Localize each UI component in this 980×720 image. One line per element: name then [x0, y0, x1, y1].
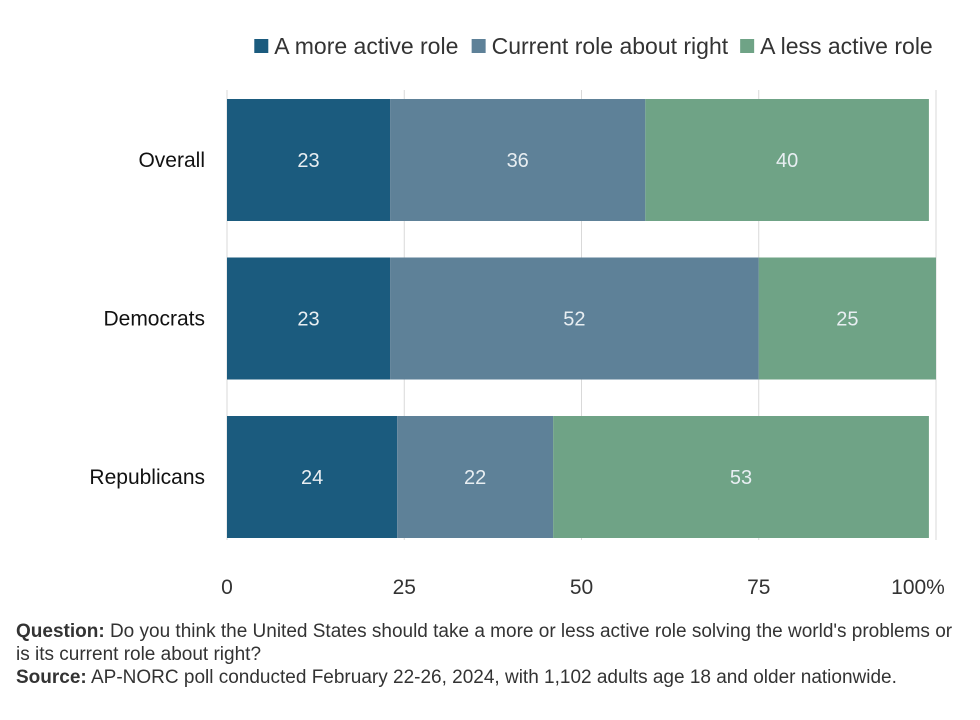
legend-label: A less active role [760, 33, 933, 59]
source-text: AP-NORC poll conducted February 22-26, 2… [90, 667, 897, 688]
legend-label: A more active role [274, 33, 458, 59]
bar-value-label: 23 [297, 309, 319, 331]
question-text: Do you think the United States should ta… [16, 621, 953, 665]
category-label: Democrats [103, 308, 205, 331]
bar-value-label: 24 [301, 467, 323, 489]
bar-value-label: 40 [776, 150, 798, 172]
bar-segment [758, 257, 936, 380]
x-tick-label: 75 [747, 576, 770, 599]
question-label: Question: [16, 621, 105, 642]
legend-swatch [254, 39, 269, 53]
bar-value-label: 22 [464, 467, 486, 489]
bar-value-label: 36 [507, 150, 529, 172]
source-note: Source: AP-NORC poll conducted February … [16, 666, 971, 689]
source-label: Source: [16, 667, 87, 688]
x-tick-label: 50 [570, 576, 593, 599]
x-tick-label: 0 [221, 576, 233, 599]
category-labels: Overall Democrats Republicans [89, 149, 205, 489]
bars: 23 36 40 23 52 25 24 22 53 [227, 99, 936, 538]
bar-segment [227, 416, 398, 538]
legend-label: Current role about right [492, 33, 729, 59]
question-note: Question: Do you think the United States… [16, 620, 971, 666]
category-label: Republicans [89, 466, 205, 489]
bar-segment [397, 416, 554, 538]
bar-segment [227, 99, 391, 221]
bar-segment [645, 99, 929, 221]
stacked-bar-chart: 23 36 40 23 52 25 24 22 53 Overall Democrats Repub… [89, 33, 945, 599]
bar-value-label: 25 [836, 309, 858, 331]
x-tick-label: 100% [891, 576, 945, 599]
bar-segment [390, 257, 759, 380]
bar-value-label: 53 [730, 467, 752, 489]
bar-segment [227, 257, 391, 380]
legend-swatch [471, 39, 486, 53]
bar-value-label: 52 [563, 309, 585, 331]
x-tick-label: 25 [393, 576, 416, 599]
chart-notes: Question: Do you think the United States… [16, 620, 971, 689]
category-label: Overall [138, 149, 205, 172]
bar-segment [390, 99, 646, 221]
legend: A more active role Current role about rig… [254, 33, 933, 59]
x-axis-ticks: 0 25 50 75 100% [221, 576, 945, 599]
legend-swatch [740, 39, 755, 53]
bar-segment [553, 416, 929, 538]
bar-value-label: 23 [297, 150, 319, 172]
